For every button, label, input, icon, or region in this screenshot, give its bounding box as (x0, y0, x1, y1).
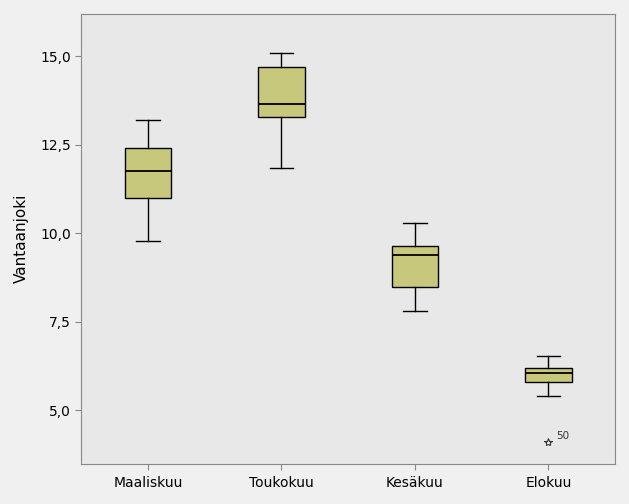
Y-axis label: Vantaanjoki: Vantaanjoki (14, 194, 29, 283)
PathPatch shape (391, 246, 438, 287)
PathPatch shape (525, 368, 572, 382)
PathPatch shape (258, 67, 305, 116)
PathPatch shape (125, 149, 171, 198)
Text: 50: 50 (557, 430, 569, 440)
